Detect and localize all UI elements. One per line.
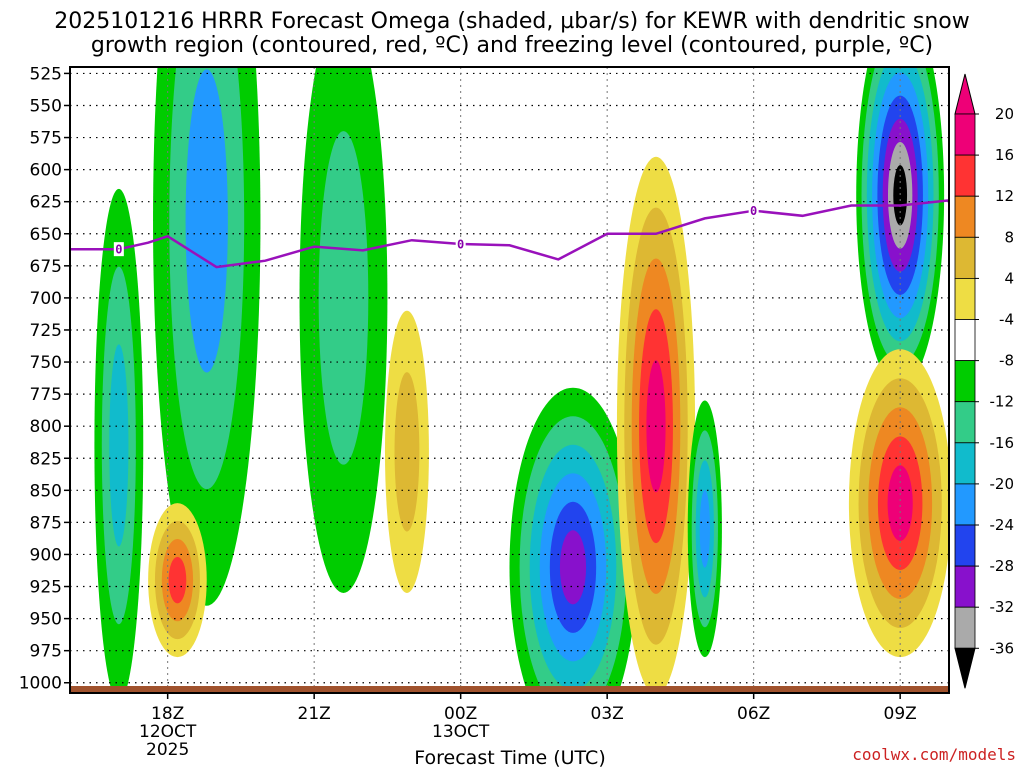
omega-feature-09z-upper [856,67,945,388]
freezing-level-label: 0 [750,204,757,218]
y-tick-label: 750 [30,353,62,373]
omega-feature-03z-strong-up [509,387,637,693]
y-tick-label: 625 [30,193,62,213]
chart-title-line1: 2025101216 HRRR Forecast Omega (shaded, … [54,9,970,34]
y-tick-label: 600 [30,161,62,181]
colorbar-label: -4 [999,311,1014,329]
y-tick-label: 775 [30,385,62,405]
y-tick-label: 700 [30,289,62,309]
colorbar-swatch-white [954,319,976,361]
colorbar-label: -32 [990,598,1015,616]
y-tick-label: 925 [30,578,62,598]
y-tick-label: 900 [30,545,62,565]
contour-label-bg [455,237,466,252]
y-axis: 525 550 575 600 625 650 675 700 725 750 775 800 825 8… [19,64,70,694]
plot-frame [69,66,950,694]
colorbar-top-arrow [954,73,976,115]
x-tick-label: 18Z [151,704,184,724]
credit-text: coolwx.com/models [852,745,1016,764]
y-tick-label: 975 [30,642,62,662]
colorbar-swatch-orange [954,195,976,238]
y-tick-label: 1000 [19,674,62,694]
colorbar-label: 20 [995,105,1014,123]
chart-title-line2: growth region (contoured, red, ºC) and f… [91,33,933,58]
colorbar-label: -16 [990,434,1015,452]
omega-level-red [168,556,187,604]
y-tick-label: 875 [30,513,62,533]
colorbar-label: -12 [990,393,1015,411]
colorbar-swatch-blue [954,483,976,526]
omega-feature-09z-lower [848,349,949,658]
colorbar-swatch-purple [954,565,976,608]
y-tick-label: 950 [30,610,62,630]
colorbar-swatch-gray [954,606,976,649]
x-tick-year: 2025 [146,740,189,760]
terrain-ground [70,686,949,694]
y-tick-label: 550 [30,96,62,116]
x-tick-date: 12OCT [139,722,197,742]
colorbar-label: -36 [990,639,1015,657]
omega-feature-04z-strong-down [616,156,696,693]
colorbar-swatch-teal [954,401,976,444]
y-tick-label: 725 [30,321,62,341]
omega-feature-left-green-band [94,188,144,693]
contour-label-bg [113,242,124,257]
colorbar-swatch-red [954,154,976,197]
omega-level-black [893,165,908,226]
freezing-level-line [70,199,949,269]
y-tick-label: 525 [30,64,62,84]
colorbar-label: 16 [995,146,1014,164]
colorbar-label: -20 [990,475,1015,493]
y-tick-label: 800 [30,417,62,437]
contour-label-bg [748,203,759,218]
y-tick-label: 575 [30,129,62,149]
colorbar-swatch-magenta [954,113,976,156]
colorbar-label: -28 [990,557,1015,575]
omega-feature-23z-warm [384,310,429,593]
x-tick-date: 13OCT [432,722,490,742]
y-tick-label: 850 [30,481,62,501]
x-tick-label: 03Z [591,704,624,724]
colorbar-swatch-gold [954,236,976,279]
freezing-level-contour: 0 0 0 [70,199,949,269]
omega-feature-05z-green [687,400,722,658]
x-tick-label: 09Z [884,704,917,724]
colorbar-label: 12 [995,187,1014,205]
omega-feature-18z-low-warm [148,503,207,658]
colorbar-swatch-green [954,360,976,403]
colorbar-label: -8 [999,352,1014,370]
omega-level-gold [394,372,420,532]
colorbar-swatch-yellow [954,277,976,320]
colorbar-label: 8 [1004,228,1014,246]
omega-level-purple [559,530,587,605]
freezing-level-label: 0 [115,243,122,257]
colorbar: 20 16 12 8 4 -4 -8 -12 -16 -20 -24 -28 -32 -36 [954,73,1015,689]
colorbar-swatch-cyan [954,442,976,485]
omega-level-blue [185,69,228,373]
freezing-level-label: 0 [457,238,464,252]
colorbar-swatch-darkblue [954,524,976,567]
omega-level-cyan [109,344,129,547]
x-tick-label: 06Z [737,704,770,724]
omega-level-magenta [887,465,913,541]
colorbar-bottom-arrow [954,647,976,689]
plot-grid [70,67,949,693]
x-tick-label: 21Z [298,704,331,724]
omega-level-blue [699,490,711,568]
y-tick-label: 650 [30,225,62,245]
y-tick-label: 675 [30,257,62,277]
x-axis-title: Forecast Time (UTC) [414,747,605,768]
colorbar-label: 4 [1004,269,1014,287]
x-tick-label: 00Z [444,704,477,724]
colorbar-label: -24 [990,516,1015,534]
y-tick-label: 825 [30,449,62,469]
omega-shading [94,67,949,693]
